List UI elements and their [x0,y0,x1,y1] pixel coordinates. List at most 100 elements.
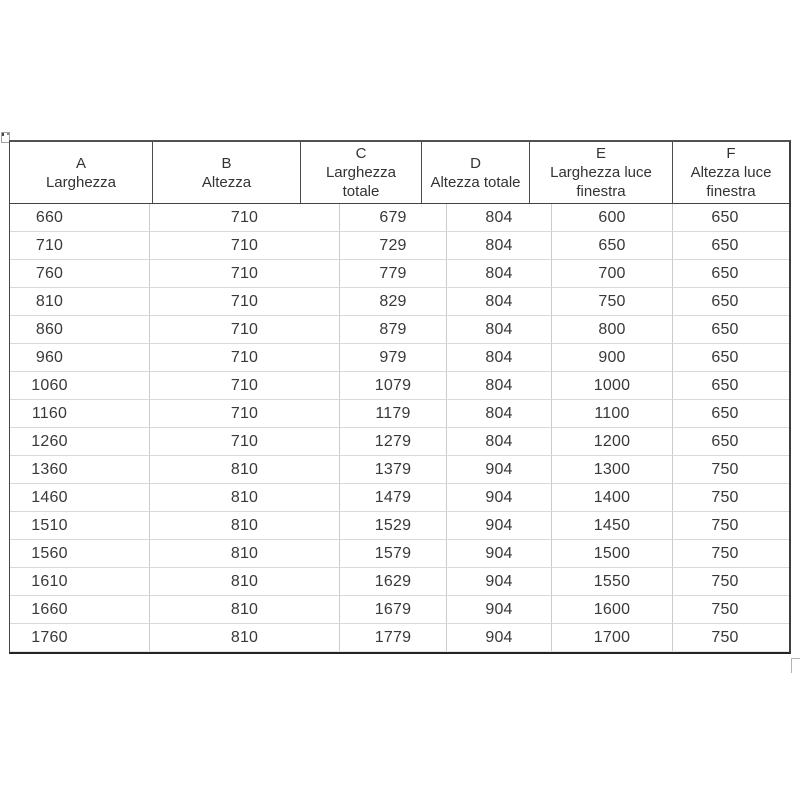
cell-f-altezza-luce: 750 [711,544,739,562]
header-cell-d-altezza-totale: D Altezza totale [422,142,530,203]
cell-b-altezza: 810 [150,540,340,567]
cell-f-altezza-luce: 650 [711,404,739,422]
cell-b-altezza: 710 [150,400,340,427]
cell-c-larghezza-totale: 1679 [340,596,447,623]
cell-a-larghezza: 710 [10,232,150,259]
cell-d-altezza-totale: 804 [447,344,552,371]
cell-f-altezza-luce: 750 [711,488,739,506]
cell-e-larghezza-luce: 1300 [552,456,673,483]
table-row: 860 710 879 804 800 650 [10,316,789,344]
cell-b-altezza: 810 [150,568,340,595]
cell-c-larghezza-totale: 1579 [340,540,447,567]
table-row: 1760 810 1779 904 1700 750 [10,624,789,652]
cell-d-altezza-totale: 904 [447,512,552,539]
cell-e-larghezza-luce: 800 [552,316,673,343]
table-row: 1610 810 1629 904 1550 750 [10,568,789,596]
table-row: 1660 810 1679 904 1600 750 [10,596,789,624]
cell-c-larghezza-totale: 1279 [340,428,447,455]
cell-a-larghezza: 1660 [10,596,150,623]
cell-d-altezza-totale: 804 [447,232,552,259]
cell-f-altezza-luce: 750 [711,628,739,646]
cell-d-altezza-totale: 804 [447,428,552,455]
cell-d-altezza-totale: 804 [447,260,552,287]
cell-d-altezza-totale: 904 [447,456,552,483]
cell-f-altezza-luce: 750 [711,516,739,534]
cell-b-altezza: 810 [150,624,340,651]
cell-a-larghezza: 1360 [10,456,150,483]
cell-d-altezza-totale: 804 [447,400,552,427]
cell-e-larghezza-luce: 900 [552,344,673,371]
header-cell-c-larghezza-totale: C Larghezza totale [301,142,422,203]
cell-c-larghezza-totale: 1379 [340,456,447,483]
cell-f-altezza-luce: 650 [711,320,739,338]
cell-c-larghezza-totale: 879 [340,316,447,343]
table-row: 710 710 729 804 650 650 [10,232,789,260]
cell-a-larghezza: 1260 [10,428,150,455]
cell-f-altezza-luce: 650 [711,264,739,282]
cell-e-larghezza-luce: 1700 [552,624,673,651]
cell-b-altezza: 710 [150,344,340,371]
cell-b-altezza: 810 [150,456,340,483]
cell-c-larghezza-totale: 779 [340,260,447,287]
cell-f-altezza-luce: 650 [711,208,739,226]
table-row: 760 710 779 804 700 650 [10,260,789,288]
cell-f-altezza-luce: 750 [711,600,739,618]
cell-c-larghezza-totale: 729 [340,232,447,259]
cell-a-larghezza: 1560 [10,540,150,567]
cell-d-altezza-totale: 904 [447,540,552,567]
cell-d-altezza-totale: 904 [447,484,552,511]
cell-c-larghezza-totale: 1529 [340,512,447,539]
cell-f-altezza-luce: 750 [711,460,739,478]
cell-a-larghezza: 1060 [10,372,150,399]
table-row: 1560 810 1579 904 1500 750 [10,540,789,568]
table-row: 1260 710 1279 804 1200 650 [10,428,789,456]
cell-a-larghezza: 1160 [10,400,150,427]
header-cell-a-larghezza: A Larghezza [10,142,153,203]
cell-a-larghezza: 1460 [10,484,150,511]
cell-f-altezza-luce: 650 [711,348,739,366]
table-row: 660 710 679 804 600 650 [10,204,789,232]
table-row: 1160 710 1179 804 1100 650 [10,400,789,428]
cell-a-larghezza: 760 [10,260,150,287]
dimensions-table: A Larghezza B Altezza C Larghezza totale… [9,140,791,654]
cell-f-altezza-luce: 650 [711,376,739,394]
cell-e-larghezza-luce: 600 [552,204,673,231]
table-body: 660 710 679 804 600 650 710 710 729 804 … [10,204,789,652]
table-row: 1060 710 1079 804 1000 650 [10,372,789,400]
cell-f-altezza-luce: 650 [711,236,739,254]
cell-c-larghezza-totale: 679 [340,204,447,231]
cell-b-altezza: 710 [150,372,340,399]
cell-e-larghezza-luce: 1550 [552,568,673,595]
cell-d-altezza-totale: 804 [447,316,552,343]
cell-e-larghezza-luce: 700 [552,260,673,287]
table-row: 960 710 979 804 900 650 [10,344,789,372]
table-row: 1510 810 1529 904 1450 750 [10,512,789,540]
cell-a-larghezza: 860 [10,316,150,343]
cell-a-larghezza: 960 [10,344,150,371]
cell-a-larghezza: 1510 [10,512,150,539]
object-anchor-icon [1,132,10,143]
cell-b-altezza: 810 [150,596,340,623]
cell-a-larghezza: 1610 [10,568,150,595]
cell-f-altezza-luce: 650 [711,432,739,450]
cell-c-larghezza-totale: 1079 [340,372,447,399]
table-row: 1460 810 1479 904 1400 750 [10,484,789,512]
cell-d-altezza-totale: 904 [447,624,552,651]
cell-b-altezza: 710 [150,260,340,287]
cell-a-larghezza: 1760 [10,624,150,651]
cell-d-altezza-totale: 904 [447,596,552,623]
cell-e-larghezza-luce: 1000 [552,372,673,399]
cell-b-altezza: 710 [150,232,340,259]
table-row: 810 710 829 804 750 650 [10,288,789,316]
cell-b-altezza: 710 [150,428,340,455]
cell-e-larghezza-luce: 1500 [552,540,673,567]
cell-e-larghezza-luce: 1400 [552,484,673,511]
cell-c-larghezza-totale: 829 [340,288,447,315]
cell-corner-mark-icon [791,658,800,673]
cell-e-larghezza-luce: 1100 [552,400,673,427]
cell-d-altezza-totale: 804 [447,372,552,399]
cell-e-larghezza-luce: 1200 [552,428,673,455]
cell-c-larghezza-totale: 1479 [340,484,447,511]
cell-d-altezza-totale: 904 [447,568,552,595]
